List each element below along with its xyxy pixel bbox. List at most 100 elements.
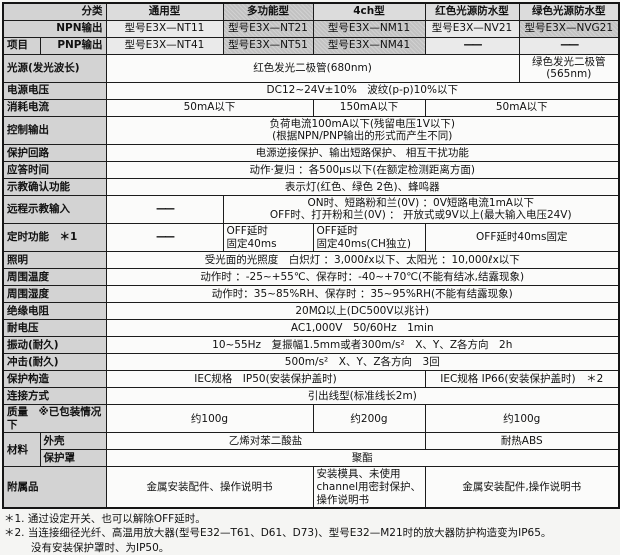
row-control-output: 控制输出 负荷电流100mA以下(残留电压1V以下) (根据NPN/PNP输出的… <box>2 115 620 145</box>
row-label-accessories: 附属品 <box>2 466 107 509</box>
row-label-material-group: 材料 <box>2 432 41 468</box>
column-type-red-waterproof: 红色光源防水型 <box>424 2 520 21</box>
model-pnp-red-waterproof: —— <box>424 36 520 55</box>
model-pnp-4ch: 型号E3X—NM41 <box>312 36 426 55</box>
row-label-response-time: 应答时间 <box>2 160 107 179</box>
cell-illumination: 受光面的光照度 白炽灯 ：3,000ℓx以下、太阳光 ：10,000ℓx以下 <box>105 251 620 270</box>
cell-accessories-2: 安装模具、未使用 channel用密封保护、 操作说明书 <box>312 466 426 509</box>
cell-material-case-pet: 乙烯对苯二酸盐 <box>105 432 426 451</box>
row-label-control-output: 控制输出 <box>2 115 107 145</box>
footnotes: ＊1. 通过设定开关、也可以解除OFF延时。 ＊2. 当连接细径光纤、高温用放大… <box>2 512 618 555</box>
cell-weight-3: 约100g <box>424 404 620 434</box>
cell-weight-1: 约100g <box>105 404 314 434</box>
row-remote-teach-input: 远程示教输入 —— ON时、短路粉和兰(0V) ：0V短路电流1mA以下 OFF… <box>2 194 620 225</box>
row-label-protection-circuit: 保护回路 <box>2 143 107 162</box>
row-illumination: 照明 受光面的光照度 白炽灯 ：3,000ℓx以下、太阳光 ：10,000ℓx以… <box>2 251 620 270</box>
column-type-green-waterproof: 绿色光源防水型 <box>518 2 620 21</box>
cell-ambient-temperature: 动作时 ：-25~+55℃、保存时：-40~+70℃(不能有结冰,结露现象) <box>105 268 620 287</box>
cell-connection-method: 引出线型(标准线长2m) <box>105 387 620 406</box>
category-corner-label: 分类 <box>2 2 107 21</box>
cell-insulation-resistance: 20MΩ以上(DC500V以兆计) <box>105 302 620 321</box>
column-type-general: 通用型 <box>105 2 224 21</box>
row-material-cover: 保护罩 聚酯 <box>3 449 620 468</box>
row-teach-indicator: 示教确认功能 表示灯(红色、绿色 2色)、蜂鸣器 <box>2 177 620 196</box>
column-type-4ch: 4ch型 <box>312 2 426 21</box>
row-label-insulation-resistance: 绝缘电阻 <box>2 302 107 321</box>
row-label-material-cover: 保护罩 <box>39 449 107 468</box>
model-npn-multifunction: 型号E3X—NT21 <box>222 19 314 38</box>
cell-timer-waterproof: OFF延时40ms固定 <box>424 223 620 253</box>
cell-dielectric-strength: AC1,000V 50/60Hz 1min <box>105 319 620 338</box>
spec-table: 分类 通用型 多功能型 4ch型 红色光源防水型 绿色光源防水型 NPN输出 型… <box>2 2 620 510</box>
row-label-ambient-temperature: 周围温度 <box>2 268 107 287</box>
cell-timer-4ch: OFF延时 固定40ms(CH独立) <box>312 223 426 253</box>
cell-accessories-1: 金属安装配件、操作说明书 <box>105 466 314 509</box>
cell-protection-circuit: 电源逆接保护、输出短路保护、 相互干扰功能 <box>105 143 620 162</box>
row-label-remote-teach-input: 远程示教输入 <box>2 194 107 225</box>
cell-material-cover: 聚酯 <box>105 449 620 468</box>
footnote-1: ＊1. 通过设定开关、也可以解除OFF延时。 <box>4 513 206 526</box>
row-ambient-humidity: 周围湿度 动作时：35~85%RH、保存时 ：35~95%RH(不能有结露现象) <box>2 285 620 304</box>
row-connection-method: 连接方式 引出线型(标准线长2m) <box>2 387 620 406</box>
row-insulation-resistance: 绝缘电阻 20MΩ以上(DC500V以兆计) <box>2 302 620 321</box>
item-corner-label: 项目 <box>2 36 41 55</box>
row-dielectric-strength: 耐电压 AC1,000V 50/60Hz 1min <box>2 319 620 338</box>
model-npn-4ch: 型号E3X—NM11 <box>312 19 426 38</box>
row-timer-function: 定时功能 ＊1 —— OFF延时 固定40ms OFF延时 固定40ms(CH独… <box>2 223 620 253</box>
column-type-multifunction: 多功能型 <box>222 2 314 21</box>
cell-current-3: 50mA以下 <box>424 98 620 117</box>
row-shock: 冲击(耐久) 500m/s² X、Y、Z各方向 3回 <box>2 353 620 372</box>
row-vibration: 振动(耐久) 10~55Hz 复振幅1.5mm或者300m/s² X、Y、Z各方… <box>2 336 620 355</box>
row-label-ambient-humidity: 周围湿度 <box>2 285 107 304</box>
row-light-source: 光源(发光波长) 红色发光二极管(680nm) 绿色发光二极管 (565nm) <box>2 53 620 83</box>
model-pnp-multifunction: 型号E3X—NT51 <box>222 36 314 55</box>
row-label-shock: 冲击(耐久) <box>2 353 107 372</box>
model-npn-green-waterproof: 型号E3X—NVG21 <box>518 19 620 38</box>
cell-remote-teach-none: —— <box>105 194 224 225</box>
cell-weight-2: 约200g <box>312 404 426 434</box>
row-label-protection-structure: 保护构造 <box>2 370 107 389</box>
row-label-current-consumption: 消耗电流 <box>2 98 107 117</box>
row-weight: 质量 ※已包装情况下 约100g 约200g 约100g <box>2 404 620 434</box>
cell-supply-voltage: DC12~24V±10% 波纹(p-p)10%以下 <box>105 81 620 100</box>
model-npn-general: 型号E3X—NT11 <box>105 19 224 38</box>
row-protection-structure: 保护构造 IEC规格 IP50(安装保护盖时) IEC规格 IP66(安装保护盖… <box>2 370 620 389</box>
cell-response-time: 动作·复归 ：各500μs以下(在额定检测距离方面) <box>105 160 620 179</box>
row-ambient-temperature: 周围温度 动作时 ：-25~+55℃、保存时：-40~+70℃(不能有结冰,结露… <box>2 268 620 287</box>
cell-light-source-red: 红色发光二极管(680nm) <box>105 53 520 83</box>
model-pnp-general: 型号E3X—NT41 <box>105 36 224 55</box>
row-label-material-case: 外壳 <box>39 432 107 451</box>
row-supply-voltage: 电源电压 DC12~24V±10% 波纹(p-p)10%以下 <box>2 81 620 100</box>
pnp-output-label: PNP输出 <box>39 36 107 55</box>
cell-light-source-green: 绿色发光二极管 (565nm) <box>518 53 620 83</box>
model-npn-red-waterproof: 型号E3X—NV21 <box>424 19 520 38</box>
npn-output-label: NPN输出 <box>2 19 107 38</box>
header-row-category: 分类 通用型 多功能型 4ch型 红色光源防水型 绿色光源防水型 <box>2 2 620 21</box>
cell-material-case-abs: 耐热ABS <box>424 432 620 451</box>
row-label-teach-indicator: 示教确认功能 <box>2 177 107 196</box>
row-current-consumption: 消耗电流 50mA以下 150mA以下 50mA以下 <box>2 98 620 117</box>
cell-shock: 500m/s² X、Y、Z各方向 3回 <box>105 353 620 372</box>
row-label-weight: 质量 ※已包装情况下 <box>2 404 107 434</box>
cell-remote-teach-detail: ON时、短路粉和兰(0V) ：0V短路电流1mA以下 OFF时、打开粉和兰(0V… <box>222 194 620 225</box>
cell-protection-ip66: IEC规格 IP66(安装保护盖时) ＊2 <box>424 370 620 389</box>
header-row-pnp: 项目 PNP输出 型号E3X—NT41 型号E3X—NT51 型号E3X—NM4… <box>2 36 620 55</box>
header-row-npn: NPN输出 型号E3X—NT11 型号E3X—NT21 型号E3X—NM11 型… <box>2 19 620 38</box>
cell-protection-ip50: IEC规格 IP50(安装保护盖时) <box>105 370 426 389</box>
row-protection-circuit: 保护回路 电源逆接保护、输出短路保护、 相互干扰功能 <box>2 143 620 162</box>
row-label-illumination: 照明 <box>2 251 107 270</box>
row-label-light-source: 光源(发光波长) <box>2 53 107 83</box>
cell-timer-none: —— <box>105 223 224 253</box>
model-pnp-green-waterproof: —— <box>518 36 620 55</box>
row-label-supply-voltage: 电源电压 <box>2 81 107 100</box>
cell-vibration: 10~55Hz 复振幅1.5mm或者300m/s² X、Y、Z各方向 2h <box>105 336 620 355</box>
row-material-case: 材料 外壳 乙烯对苯二酸盐 耐热ABS <box>2 432 620 468</box>
row-accessories: 附属品 金属安装配件、操作说明书 安装模具、未使用 channel用密封保护、 … <box>2 466 620 509</box>
row-label-dielectric-strength: 耐电压 <box>2 319 107 338</box>
cell-timer-multifunction: OFF延时 固定40ms <box>222 223 314 253</box>
row-label-vibration: 振动(耐久) <box>2 336 107 355</box>
cell-teach-indicator: 表示灯(红色、绿色 2色)、蜂鸣器 <box>105 177 620 196</box>
cell-current-1: 50mA以下 <box>105 98 314 117</box>
footnote-2: ＊2. 当连接细径光纤、高温用放大器(型号E32—T61、D61、D73)、型号… <box>4 527 552 540</box>
